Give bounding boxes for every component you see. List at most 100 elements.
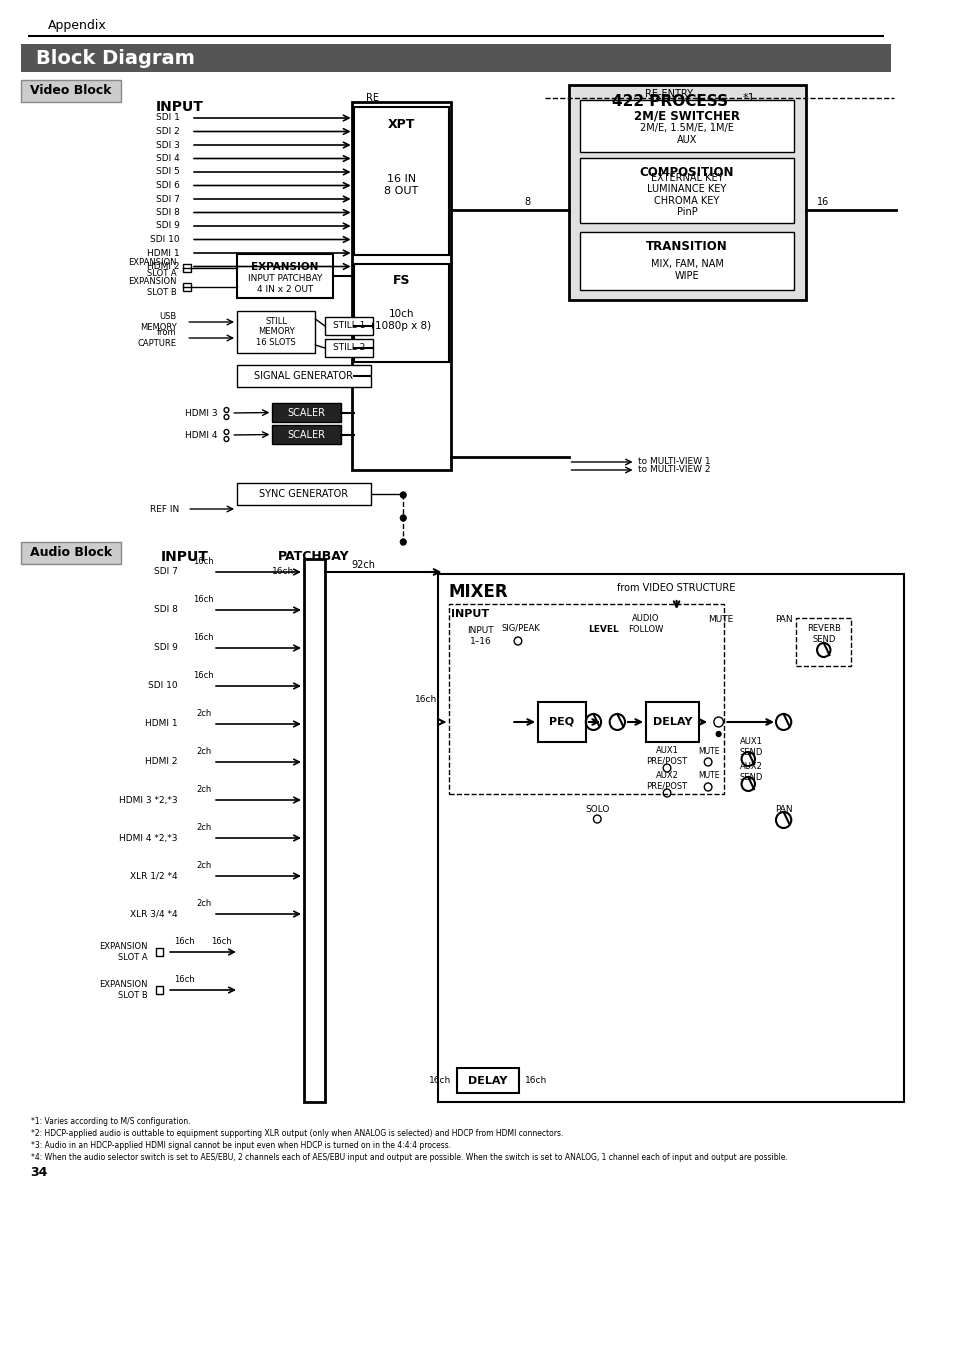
Text: SDI 5: SDI 5 xyxy=(155,167,179,177)
Text: PAN: PAN xyxy=(774,614,792,624)
Text: 2ch: 2ch xyxy=(195,822,211,832)
FancyBboxPatch shape xyxy=(325,317,373,335)
FancyBboxPatch shape xyxy=(354,107,449,255)
Text: to MULTI-VIEW 2: to MULTI-VIEW 2 xyxy=(638,466,710,474)
Text: XLR 1/2 *4: XLR 1/2 *4 xyxy=(130,872,177,880)
Text: HDMI 2: HDMI 2 xyxy=(147,262,179,271)
Text: 16ch: 16ch xyxy=(212,937,232,945)
Text: FS: FS xyxy=(393,274,410,286)
Text: Audio Block: Audio Block xyxy=(30,547,112,559)
Text: SDI 7: SDI 7 xyxy=(155,194,179,204)
Text: 16ch: 16ch xyxy=(193,594,213,603)
Text: AUX2
PRE/POST: AUX2 PRE/POST xyxy=(646,771,687,791)
Text: LEVEL: LEVEL xyxy=(587,625,618,633)
Text: MUTE: MUTE xyxy=(698,771,720,780)
Text: SIG/PEAK: SIG/PEAK xyxy=(501,624,539,633)
FancyBboxPatch shape xyxy=(537,702,585,742)
Text: *4: When the audio selector switch is set to AES/EBU, 2 channels each of AES/EBU: *4: When the audio selector switch is se… xyxy=(30,1153,786,1162)
Text: 16 IN
8 OUT: 16 IN 8 OUT xyxy=(384,174,418,196)
Text: SDI 3: SDI 3 xyxy=(155,140,179,150)
Text: PEQ: PEQ xyxy=(549,717,574,728)
Text: 2M/E SWITCHER: 2M/E SWITCHER xyxy=(634,109,740,123)
FancyBboxPatch shape xyxy=(456,1068,518,1094)
Circle shape xyxy=(400,539,406,545)
Text: SIGNAL GENERATOR: SIGNAL GENERATOR xyxy=(254,371,353,381)
Text: SDI 4: SDI 4 xyxy=(155,154,179,163)
Text: AUX1
PRE/POST: AUX1 PRE/POST xyxy=(646,747,687,765)
Text: AUX1
SEND: AUX1 SEND xyxy=(739,737,762,757)
Text: RE-ENTRY: RE-ENTRY xyxy=(644,89,692,99)
Text: AUX2
SEND: AUX2 SEND xyxy=(739,763,762,782)
Text: INPUT: INPUT xyxy=(451,609,489,620)
FancyBboxPatch shape xyxy=(272,425,341,444)
Text: INPUT: INPUT xyxy=(155,100,203,113)
FancyBboxPatch shape xyxy=(155,948,163,956)
Text: 2ch: 2ch xyxy=(195,899,211,907)
Text: PAN: PAN xyxy=(774,805,792,814)
Text: TRANSITION: TRANSITION xyxy=(645,239,727,252)
Text: 34: 34 xyxy=(30,1165,48,1179)
Text: EXPANSION
SLOT B: EXPANSION SLOT B xyxy=(128,277,176,297)
Text: Video Block: Video Block xyxy=(30,85,112,97)
Text: USB
MEMORY: USB MEMORY xyxy=(140,312,176,332)
Text: 2M/E, 1.5M/E, 1M/E
AUX: 2M/E, 1.5M/E, 1M/E AUX xyxy=(639,123,733,144)
Text: HDMI 3: HDMI 3 xyxy=(185,409,217,417)
Text: *3: Audio in an HDCP-applied HDMI signal cannot be input even when HDCP is turne: *3: Audio in an HDCP-applied HDMI signal… xyxy=(30,1142,450,1150)
FancyBboxPatch shape xyxy=(579,100,793,153)
Text: COMPOSITION: COMPOSITION xyxy=(639,166,734,178)
Text: *1: Varies according to M/S configuration.: *1: Varies according to M/S configuratio… xyxy=(30,1118,190,1126)
Text: from
CAPTURE: from CAPTURE xyxy=(137,328,176,348)
FancyBboxPatch shape xyxy=(325,339,373,356)
Text: 16ch: 16ch xyxy=(193,556,213,566)
Text: HDMI 4: HDMI 4 xyxy=(185,431,217,440)
Text: PATCHBAY: PATCHBAY xyxy=(277,551,349,563)
Text: SDI 10: SDI 10 xyxy=(148,682,177,690)
Text: 422 PROCESS: 422 PROCESS xyxy=(611,93,727,108)
Text: INPUT PATCHBAY
4 IN x 2 OUT: INPUT PATCHBAY 4 IN x 2 OUT xyxy=(248,274,321,294)
Text: Appendix: Appendix xyxy=(48,19,107,31)
Text: DELAY: DELAY xyxy=(468,1076,507,1085)
Text: 10ch
(1080p x 8): 10ch (1080p x 8) xyxy=(371,309,431,331)
FancyBboxPatch shape xyxy=(236,310,315,352)
FancyBboxPatch shape xyxy=(21,541,121,564)
Text: SDI 9: SDI 9 xyxy=(155,221,179,231)
FancyBboxPatch shape xyxy=(236,364,371,387)
Text: STILL
MEMORY
16 SLOTS: STILL MEMORY 16 SLOTS xyxy=(256,317,295,347)
Text: SDI 7: SDI 7 xyxy=(153,567,177,576)
Text: SDI 10: SDI 10 xyxy=(150,235,179,244)
Text: EXPANSION
SLOT A: EXPANSION SLOT A xyxy=(128,258,176,278)
Text: from VIDEO STRUCTURE: from VIDEO STRUCTURE xyxy=(617,583,735,593)
FancyBboxPatch shape xyxy=(304,559,325,1102)
FancyBboxPatch shape xyxy=(437,574,903,1102)
Text: SDI 9: SDI 9 xyxy=(153,644,177,652)
Text: MUTE: MUTE xyxy=(707,614,733,624)
Text: 2ch: 2ch xyxy=(195,784,211,794)
Text: MIX, FAM, NAM
WIPE: MIX, FAM, NAM WIPE xyxy=(650,259,722,281)
Text: HDMI 3 *2,*3: HDMI 3 *2,*3 xyxy=(119,795,177,805)
Text: INPUT: INPUT xyxy=(160,549,208,564)
Text: 16ch: 16ch xyxy=(428,1076,450,1085)
Text: HDMI 1: HDMI 1 xyxy=(147,248,179,258)
Text: EXPANSION
SLOT B: EXPANSION SLOT B xyxy=(99,980,148,1000)
Text: 16: 16 xyxy=(816,197,828,207)
Text: *2: HDCP-applied audio is outtable to equipment supporting XLR output (only when: *2: HDCP-applied audio is outtable to eq… xyxy=(30,1130,562,1138)
FancyBboxPatch shape xyxy=(155,986,163,994)
FancyBboxPatch shape xyxy=(236,254,333,298)
Text: SCALER: SCALER xyxy=(288,408,325,417)
Text: 8: 8 xyxy=(524,197,530,207)
Text: to MULTI-VIEW 1: to MULTI-VIEW 1 xyxy=(638,458,710,467)
Text: EXTERNAL KEY
LUMINANCE KEY
CHROMA KEY
PinP: EXTERNAL KEY LUMINANCE KEY CHROMA KEY Pi… xyxy=(647,173,726,217)
Text: STILL 2: STILL 2 xyxy=(333,343,365,352)
Text: Block Diagram: Block Diagram xyxy=(36,49,195,68)
Text: STILL 1: STILL 1 xyxy=(333,321,365,331)
Text: EXPANSION
SLOT A: EXPANSION SLOT A xyxy=(99,942,148,961)
Text: 16ch: 16ch xyxy=(524,1076,547,1085)
Text: SOLO: SOLO xyxy=(584,805,609,814)
Text: 2ch: 2ch xyxy=(195,747,211,756)
Text: SCALER: SCALER xyxy=(288,429,325,440)
Text: HDMI 2: HDMI 2 xyxy=(145,757,177,767)
Text: 16ch: 16ch xyxy=(174,975,194,984)
Text: *1: *1 xyxy=(742,93,755,103)
Text: INPUT
1–16: INPUT 1–16 xyxy=(467,626,494,645)
Text: MIXER: MIXER xyxy=(448,583,507,601)
